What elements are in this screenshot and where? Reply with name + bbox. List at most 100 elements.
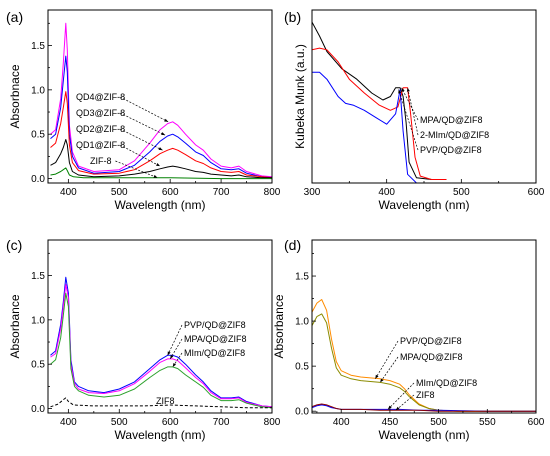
y-tick-label: 1.5 <box>31 271 45 282</box>
y-tick-label: 1.5 <box>31 41 45 52</box>
x-tick-label: 600 <box>528 187 545 198</box>
legend-arrow <box>119 112 166 136</box>
x-tick-label: 500 <box>430 417 447 428</box>
series-line-qd3-zif-8 <box>50 55 272 179</box>
legend-arrow <box>172 352 183 368</box>
y-axis-label: Absorbance <box>272 294 286 358</box>
panel-label: (c) <box>6 237 22 253</box>
y-tick-label: 1.5 <box>295 272 309 283</box>
x-tick-label: 700 <box>213 417 230 428</box>
legend-label: ZIF-8 <box>90 156 112 166</box>
axes-frame <box>47 9 273 184</box>
series-line-zif8 <box>50 397 272 409</box>
legend-label: ZIF8 <box>416 390 435 400</box>
legend-label: MIm/QD@ZIF8 <box>416 378 477 388</box>
series-line-zif8 <box>312 403 536 412</box>
legend-arrow <box>115 160 158 179</box>
panel-label: (d) <box>284 237 301 253</box>
x-tick-label: 800 <box>264 187 281 198</box>
legend-label: MPA/QD@ZIF8 <box>420 115 482 125</box>
x-tick-label: 800 <box>264 417 281 428</box>
x-tick-label: 500 <box>111 187 128 198</box>
x-tick-label: 550 <box>479 417 496 428</box>
series-line-qd2-zif-8 <box>50 91 272 179</box>
legend-arrow <box>119 128 163 151</box>
legend-label: MPA/QD@ZIF8 <box>400 352 462 362</box>
plot-area <box>50 22 272 180</box>
series-line-2-mim-qd-zif8 <box>312 47 447 180</box>
legend-arrow <box>169 338 183 360</box>
axes-frame <box>47 239 273 414</box>
plot-area <box>50 276 272 409</box>
y-tick-label: 1.0 <box>31 85 45 96</box>
y-axis-label: Absorbnace <box>8 64 22 128</box>
legend-arrowhead <box>387 405 392 410</box>
legend-label: QD3@ZIF-8 <box>76 108 125 118</box>
x-tick-label: 400 <box>60 187 77 198</box>
legend-arrow <box>167 324 183 356</box>
y-tick-label: 0.0 <box>295 407 309 418</box>
legend-label: QD2@ZIF-8 <box>76 124 125 134</box>
legend-arrowhead <box>398 89 402 94</box>
plot-area <box>312 21 536 183</box>
legend-arrowhead <box>401 87 405 92</box>
x-tick-label: 400 <box>378 187 395 198</box>
legend-arrowhead <box>158 147 163 151</box>
legend-arrowhead <box>170 354 174 359</box>
series-line-mim-qd-zif8 <box>50 292 272 409</box>
panel-label: (b) <box>284 9 301 25</box>
y-tick-label: 0.0 <box>31 174 45 185</box>
legend-arrow <box>379 356 399 383</box>
legend-arrowhead <box>172 362 177 367</box>
x-tick-label: 300 <box>304 187 321 198</box>
legend-arrowhead <box>156 163 160 167</box>
x-tick-label: 600 <box>162 417 179 428</box>
legend-arrowhead <box>153 174 158 178</box>
legend-arrowhead <box>167 351 171 356</box>
x-tick-label: 600 <box>528 417 545 428</box>
legend-arrowhead <box>375 374 379 379</box>
series-line-mpa-qd-zif8 <box>312 313 536 412</box>
legend-arrow <box>119 144 161 167</box>
legend-arrowhead <box>380 378 384 383</box>
chart-panel-d: (d) 400 450 500 550 600 0.0 0.5 1.0 1.5 Wavelength… <box>272 237 545 442</box>
series-line-mpa-qd-zif8 <box>312 21 447 180</box>
y-axis-label: Kubeka Munk (a.u.) <box>293 44 307 149</box>
x-axis-label: Wavelength (nm) <box>115 198 206 212</box>
legend-label: QD4@ZIF-8 <box>76 92 125 102</box>
legend-label: MPA/QD@ZIF8 <box>184 334 246 344</box>
axes-frame <box>311 9 537 184</box>
chart-panel-b: (b) 300 400 500 600 Wavelength (nm) Kubeka Mun… <box>284 9 545 212</box>
legend-label: PVP/QD@ZIF8 <box>420 145 482 155</box>
series-line-zif-8 <box>50 167 272 180</box>
legend-label: ZIF8 <box>156 396 175 406</box>
legend-arrowhead <box>395 406 400 411</box>
y-tick-label: 0.5 <box>295 362 309 373</box>
legend-arrowhead <box>161 132 166 136</box>
legend-arrow <box>387 382 415 410</box>
chart-panel-c: (c) 400 500 600 700 800 0.0 0.5 1.0 1.5 Wavelength… <box>6 237 281 442</box>
series-line-mpa-qd-zif8 <box>50 283 272 408</box>
legend-arrow <box>398 89 419 151</box>
x-tick-label: 500 <box>111 417 128 428</box>
y-tick-label: 0.5 <box>31 360 45 371</box>
series-line-qd1-zif-8 <box>50 139 272 179</box>
x-tick-label: 700 <box>213 187 230 198</box>
x-tick-label: 500 <box>453 187 470 198</box>
legend-arrow <box>119 96 169 123</box>
plot-area <box>312 299 536 412</box>
legend-label: PVP/QD@ZIF8 <box>400 336 462 346</box>
x-tick-label: 400 <box>60 417 77 428</box>
y-tick-label: 0.0 <box>31 404 45 415</box>
legend-label: 2-MIm/QD@ZIF8 <box>420 130 489 140</box>
series-line-pvp-qd-zif8 <box>50 276 272 408</box>
legend-arrowhead <box>164 118 169 122</box>
x-axis-label: Wavelength (nm) <box>115 428 206 442</box>
x-axis-label: Wavelength (nm) <box>379 198 470 212</box>
chart-panel-a: (a) 400 500 600 700 800 0.0 0.5 1.0 1.5 Wavelength… <box>6 9 281 212</box>
x-axis-label: Wavelength (nm) <box>379 428 470 442</box>
series-line-pvp-qd-zif8 <box>312 71 536 183</box>
x-tick-label: 600 <box>162 187 179 198</box>
legend-label: MIm/QD@ZIF8 <box>184 348 245 358</box>
